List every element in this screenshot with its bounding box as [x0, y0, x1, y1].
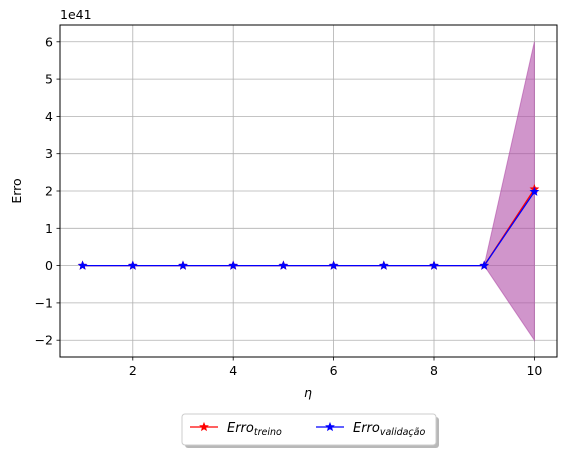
x-axis-label: η — [304, 385, 312, 400]
series-line-treino — [83, 189, 535, 265]
legend-label-treino-sub: treino — [254, 427, 282, 438]
x-tick-label: 2 — [129, 363, 137, 378]
y-tick-label: 4 — [45, 109, 53, 124]
series-markers — [79, 185, 539, 269]
series-lines — [83, 189, 535, 265]
data-point-validacao — [79, 261, 87, 269]
y-tick-label: −2 — [35, 333, 53, 348]
y-tick-label: 2 — [45, 184, 53, 199]
x-tick-label: 4 — [229, 363, 237, 378]
x-tick-label: 6 — [330, 363, 338, 378]
y-tick-label: −1 — [35, 295, 53, 310]
x-tick-label: 10 — [526, 363, 542, 378]
legend: Errotreino Errovalidação — [182, 414, 439, 448]
offset-text: 1e41 — [60, 7, 92, 22]
grid — [60, 25, 557, 357]
y-tick-label: 1 — [45, 221, 53, 236]
data-point-validacao — [179, 261, 187, 269]
legend-label-treino-main: Erro — [227, 421, 254, 436]
data-point-validacao — [380, 261, 388, 269]
y-tick-label: 6 — [45, 34, 53, 49]
legend-label-validacao-main: Erro — [353, 421, 380, 436]
y-tick-label: 0 — [45, 258, 53, 273]
legend-label-validacao-sub: validação — [380, 427, 426, 438]
x-ticks: 2 4 6 8 10 — [129, 357, 543, 378]
data-point-validacao — [279, 261, 287, 269]
x-tick-label: 8 — [430, 363, 438, 378]
y-tick-label: 3 — [45, 146, 53, 161]
y-tick-label: 5 — [45, 72, 53, 87]
y-axis-label: Erro — [9, 178, 24, 203]
y-ticks: −2 −1 0 1 2 3 4 5 6 — [35, 34, 60, 347]
